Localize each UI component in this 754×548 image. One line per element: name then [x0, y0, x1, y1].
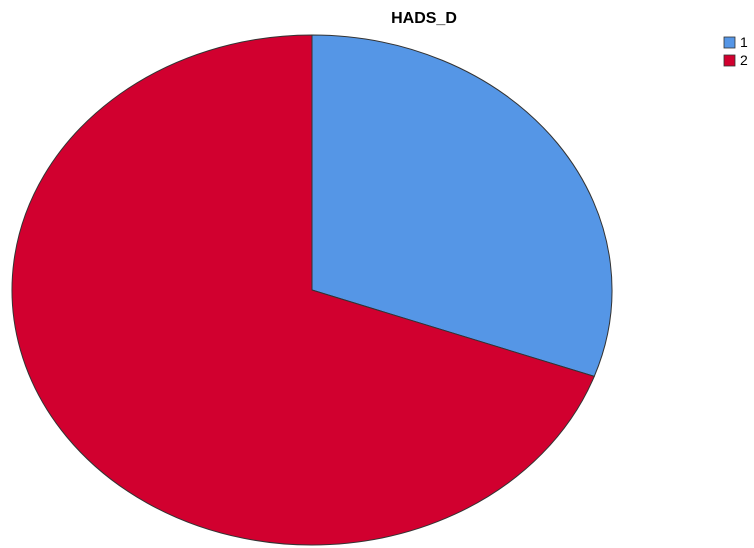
- legend-swatch-2: [723, 54, 736, 67]
- legend: 1 2: [723, 34, 748, 68]
- legend-label-1: 1: [740, 34, 748, 50]
- pie-slice-2: [11, 34, 595, 546]
- pie-slice-1: [311, 34, 613, 377]
- legend-item-2: 2: [723, 52, 748, 68]
- legend-item-1: 1: [723, 34, 748, 50]
- legend-swatch-1: [723, 36, 736, 49]
- legend-label-2: 2: [740, 52, 748, 68]
- pie-slices: [11, 34, 613, 546]
- chart-title: HADS_D: [391, 10, 457, 27]
